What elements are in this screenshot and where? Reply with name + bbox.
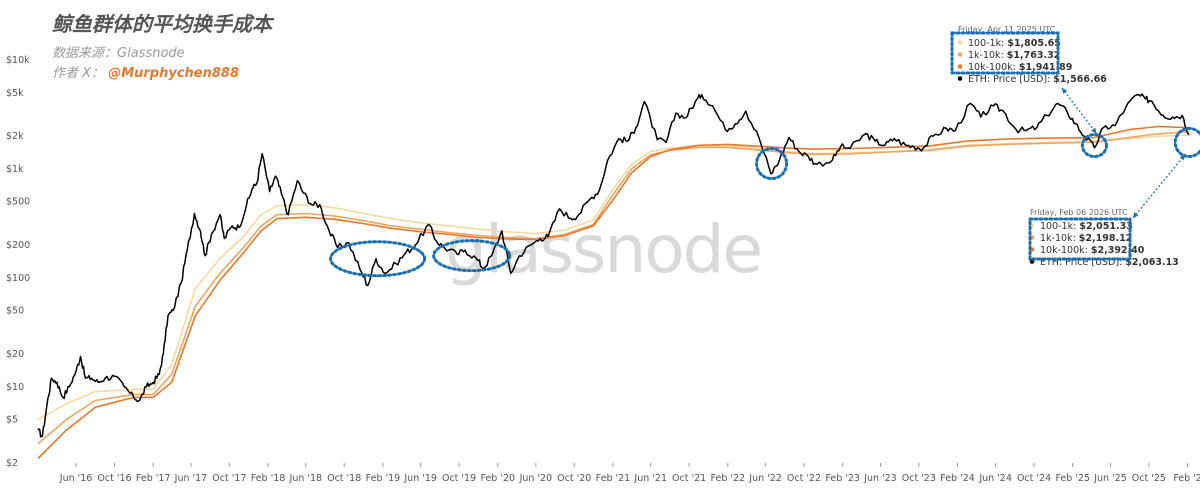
x-tick-label: Oct '21	[672, 473, 706, 484]
y-tick-label: $5k	[6, 88, 24, 99]
tooltip-row-label: 100-1k: $1,805.65	[968, 38, 1061, 49]
x-tick-label: Feb '18	[251, 473, 286, 484]
y-tick-label: $1k	[6, 164, 24, 175]
arrow-head	[1062, 88, 1068, 94]
tooltip-row-label: 100-1k: $2,051.33	[1040, 221, 1133, 232]
tooltip-row-label: 10k-100k: $1,941.89	[968, 62, 1072, 73]
x-tick-label: Oct '20	[557, 473, 591, 484]
annotation-circle	[1173, 126, 1200, 158]
x-tick-label: Oct '24	[1017, 473, 1051, 484]
tooltip-row-value: $1,941.89	[1019, 62, 1073, 73]
x-tick-label: Jun '16	[59, 473, 93, 484]
tooltip-row-label: 1k-10k: $1,763.32	[968, 50, 1060, 61]
tooltip-row-value: $1,805.65	[1007, 38, 1061, 49]
annotations-layer	[329, 87, 1200, 278]
series-layer	[37, 93, 1190, 460]
tooltip-row-value: $1,763.32	[1007, 50, 1061, 61]
arrow-head	[1133, 212, 1139, 218]
tooltip-highlight-box	[950, 31, 1060, 75]
author-handle[interactable]: @Murphychen888	[108, 66, 239, 81]
legend-dot	[957, 76, 963, 81]
y-tick-label: $500	[6, 197, 30, 208]
tooltip-row-label: ETH: Price [USD]: $2,063.13	[1040, 257, 1179, 268]
tooltip-row-value: $1,566.66	[1053, 74, 1107, 85]
x-tick-label: Jun '22	[748, 473, 782, 484]
legend-dot	[957, 52, 963, 57]
arrow-head	[1179, 154, 1186, 161]
x-tick-label: Feb '17	[136, 473, 171, 484]
x-tick-label: Oct '18	[327, 473, 361, 484]
x-tick-label: Jun '24	[978, 473, 1012, 484]
tooltip-date: Friday, Apr 11 2025 UTC	[958, 25, 1056, 34]
tooltip-date: Friday, Feb 06 2026 UTC	[1030, 208, 1128, 217]
y-tick-label: $100	[6, 273, 30, 284]
legend-dot	[957, 40, 963, 45]
tooltip-row-value: $2,063.13	[1125, 257, 1179, 268]
data-source: 数据来源：Glassnode	[52, 42, 185, 61]
arrow-head	[1091, 127, 1097, 134]
y-tick-label: $200	[6, 240, 30, 251]
x-tick-label: Jun '18	[289, 473, 323, 484]
y-tick-label: $10	[6, 382, 24, 393]
tooltip-2: Friday, Feb 06 2026 UTC 100-1k: $2,051.33…	[1028, 208, 1179, 268]
tooltips-layer: Friday, Apr 11 2025 UTC 100-1k: $1,805.65…	[950, 25, 1179, 268]
x-tick-label: Feb '21	[596, 473, 631, 484]
tooltip-row-label: 10k-100k: $2,392.40	[1040, 245, 1145, 256]
y-tick-label: $5	[6, 415, 18, 426]
annotation-circle	[1080, 133, 1108, 159]
x-tick-label: Feb '25	[1055, 473, 1090, 484]
y-tick-label: $10k	[6, 55, 30, 66]
x-tick-label: Feb '19	[366, 473, 401, 484]
author-label: 作者 X：	[52, 66, 105, 81]
annotation-arrow	[1061, 87, 1097, 134]
author-line: 作者 X： @Murphychen888	[52, 62, 239, 81]
x-tick-label: Feb '20	[481, 473, 516, 484]
legend-dot	[957, 64, 963, 69]
x-tick-label: Oct '23	[902, 473, 936, 484]
source-value: Glassnode	[117, 46, 185, 61]
x-tick-label: Oct '17	[212, 473, 246, 484]
source-label: 数据来源：	[52, 46, 118, 61]
x-tick-label: Oct '19	[442, 473, 476, 484]
x-tick-label: Oct '22	[787, 473, 821, 484]
x-tick-label: Jun '20	[519, 473, 553, 484]
x-tick-label: Oct '25	[1132, 473, 1166, 484]
y-tick-label: $50	[6, 306, 24, 317]
x-tick-label: Oct '16	[97, 473, 131, 484]
annotation-circle	[329, 240, 427, 278]
series-line-eth-price-usd-	[37, 93, 1190, 438]
tooltip-row-value: $2,198.12	[1079, 233, 1133, 244]
x-tick-label: Feb '23	[825, 473, 860, 484]
annotation-circle	[755, 147, 789, 181]
y-tick-label: $2k	[6, 131, 24, 142]
x-tick-label: Jun '19	[403, 473, 437, 484]
tooltip-1: Friday, Apr 11 2025 UTC 100-1k: $1,805.65…	[950, 25, 1107, 85]
tooltip-row-value: $2,051.33	[1079, 221, 1133, 232]
x-tick-label: Jun '23	[863, 473, 897, 484]
tooltip-highlight-box	[1028, 217, 1132, 261]
x-tick-label: Feb '24	[940, 473, 975, 484]
annotation-circle	[432, 239, 512, 273]
tooltip-row-value: $2,392.40	[1091, 245, 1145, 256]
tooltip-row-label: ETH: Price [USD]: $1,566.66	[968, 74, 1107, 85]
series-line-1k-10k	[37, 130, 1190, 445]
x-axis: Jun '16 Oct '16 Feb '17 Jun '17 Oct '17 Feb '…	[59, 463, 1200, 484]
y-tick-label: $20	[6, 349, 24, 360]
x-tick-label: Jun '25	[1093, 473, 1127, 484]
y-axis: $10k $5k $2k $1k $500 $200 $100 $50 $20 $10 $5 $2	[6, 55, 30, 469]
series-line-10k-100k	[37, 125, 1190, 460]
x-tick-label: Feb '22	[711, 473, 746, 484]
x-tick-label: Feb '2	[1173, 473, 1200, 484]
chart-title: 鲸鱼群体的平均换手成本	[52, 12, 272, 36]
x-tick-label: Jun '17	[174, 473, 208, 484]
y-tick-label: $2	[6, 458, 18, 469]
tooltip-row-label: 1k-10k: $2,198.12	[1040, 233, 1132, 244]
watermark: glassnode	[445, 211, 761, 288]
x-tick-label: Jun '21	[633, 473, 667, 484]
annotation-arrow	[1132, 154, 1186, 219]
